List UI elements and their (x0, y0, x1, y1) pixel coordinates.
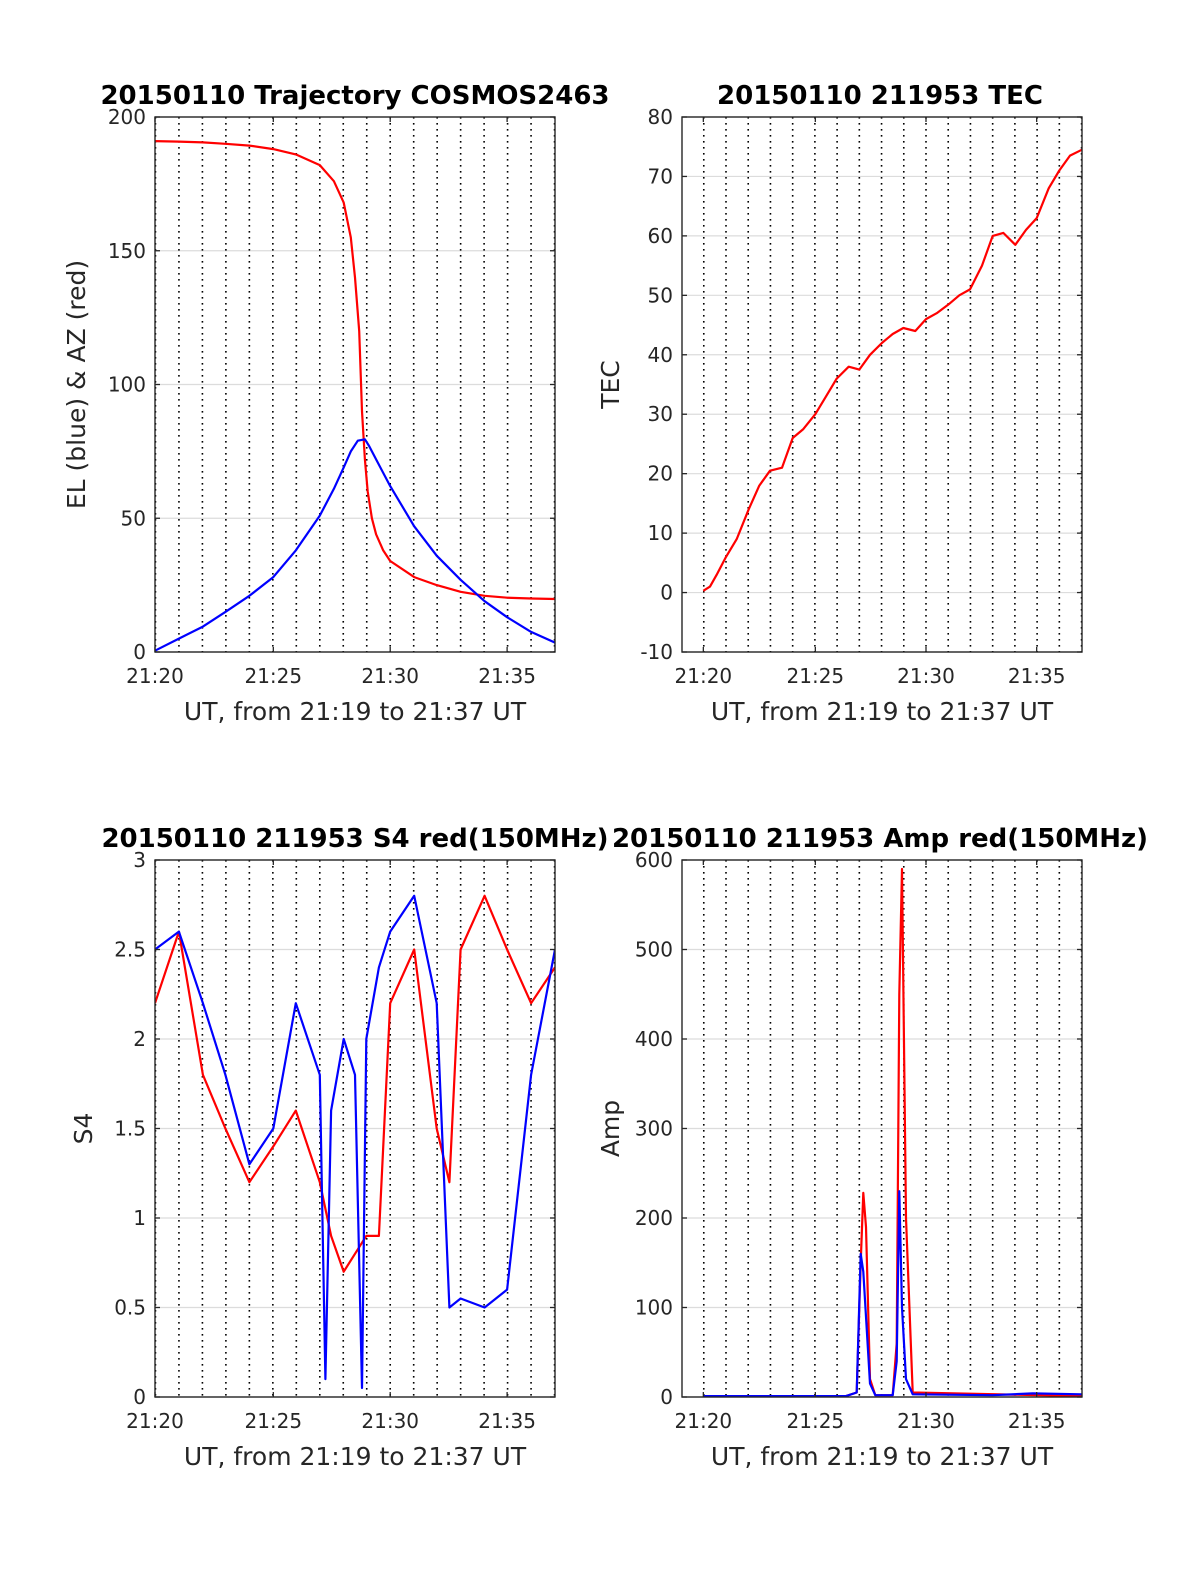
trajectory-xtick-label: 21:35 (478, 664, 536, 688)
amp-ytick-label: 100 (635, 1296, 673, 1320)
amp-xtick-label: 21:25 (787, 1409, 845, 1433)
trajectory-ytick-label: 50 (121, 506, 146, 530)
tec-ytick-label: 70 (648, 164, 673, 188)
trajectory-ytick-label: 150 (108, 239, 146, 263)
tec-title: 20150110 211953 TEC (717, 81, 1043, 111)
amp-ytick-label: 300 (635, 1117, 673, 1141)
s4-title: 20150110 211953 S4 red(150MHz) (101, 824, 608, 854)
s4-ylabel: S4 (69, 1113, 98, 1145)
tec-xlabel: UT, from 21:19 to 21:37 UT (711, 697, 1054, 726)
s4-ytick-label: 2.5 (114, 938, 146, 962)
amp-xlabel: UT, from 21:19 to 21:37 UT (711, 1442, 1054, 1471)
trajectory-ylabel: EL (blue) & AZ (red) (62, 260, 91, 509)
trajectory-xlabel: UT, from 21:19 to 21:37 UT (184, 697, 527, 726)
amp-panel: 0 100 200 300 400 500 600 21:20 21:25 21:30 21:35 2… (596, 824, 1148, 1471)
amp-ylabel: Amp (596, 1100, 625, 1157)
trajectory-ytick-label: 0 (133, 640, 146, 664)
trajectory-xtick-label: 21:20 (126, 664, 184, 688)
s4-ytick-label: 0 (133, 1385, 146, 1409)
s4-ytick-label: 3 (133, 848, 146, 872)
tec-ylabel: TEC (596, 360, 625, 410)
amp-xtick-label: 21:20 (675, 1409, 733, 1433)
amp-ytick-label: 0 (660, 1385, 673, 1409)
trajectory-title: 20150110 Trajectory COSMOS2463 (100, 81, 609, 111)
tec-ytick-label: 10 (648, 521, 673, 545)
tec-ytick-label: 50 (648, 283, 673, 307)
trajectory-series-line (155, 438, 555, 652)
trajectory-series-group (155, 140, 555, 652)
trajectory-ytick-label: 200 (108, 105, 146, 129)
amp-ytick-label: 500 (635, 938, 673, 962)
tec-xtick-label: 21:30 (897, 664, 955, 688)
s4-xtick-label: 21:35 (478, 1409, 536, 1433)
tec-ytick-label: -10 (640, 640, 673, 664)
s4-panel: 0 0.5 1 1.5 2 2.5 3 21:20 21:25 21:30 21:35 2015011… (69, 824, 609, 1471)
trajectory-series-line (155, 140, 555, 601)
amp-series-group (703, 867, 1082, 1397)
tec-ytick-label: 60 (648, 224, 673, 248)
tec-series-group (702, 148, 1082, 592)
tec-ytick-label: 30 (648, 402, 673, 426)
trajectory-ytick-label: 100 (108, 373, 146, 397)
s4-ytick-label: 0.5 (114, 1296, 146, 1320)
tec-xtick-label: 21:25 (787, 664, 845, 688)
s4-xtick-label: 21:25 (244, 1409, 302, 1433)
tec-ytick-label: 40 (648, 343, 673, 367)
s4-ytick-label: 2 (133, 1027, 146, 1051)
tec-ytick-label: 80 (648, 105, 673, 129)
s4-xlabel: UT, from 21:19 to 21:37 UT (184, 1442, 527, 1471)
tec-xtick-label: 21:20 (675, 664, 733, 688)
s4-ytick-label: 1.5 (114, 1117, 146, 1141)
s4-series-line (155, 894, 555, 1273)
amp-ytick-label: 200 (635, 1206, 673, 1230)
amp-xtick-label: 21:35 (1008, 1409, 1066, 1433)
tec-panel: -10 0 10 20 30 40 50 60 70 80 21:20 21:25 21:30 21:35… (596, 81, 1083, 726)
amp-title: 20150110 211953 Amp red(150MHz) (612, 824, 1148, 854)
tec-series-line (702, 148, 1082, 592)
trajectory-panel: 0 50 100 150 200 21:20 21:25 21:30 21:35 20150110… (62, 81, 610, 726)
s4-xtick-label: 21:20 (126, 1409, 184, 1433)
tec-ytick-label: 20 (648, 462, 673, 486)
trajectory-xtick-label: 21:25 (244, 664, 302, 688)
amp-xtick-label: 21:30 (897, 1409, 955, 1433)
s4-series-line (155, 894, 555, 1390)
amp-ytick-label: 600 (635, 848, 673, 872)
trajectory-xtick-label: 21:30 (361, 664, 419, 688)
amp-ytick-label: 400 (635, 1027, 673, 1051)
s4-xtick-label: 21:30 (361, 1409, 419, 1433)
tec-axes-box (681, 116, 1083, 653)
tec-xtick-label: 21:35 (1008, 664, 1066, 688)
tec-ytick-label: 0 (660, 581, 673, 605)
s4-ytick-label: 1 (133, 1206, 146, 1230)
s4-series-group (155, 894, 555, 1390)
amp-series-line (703, 1190, 1082, 1397)
